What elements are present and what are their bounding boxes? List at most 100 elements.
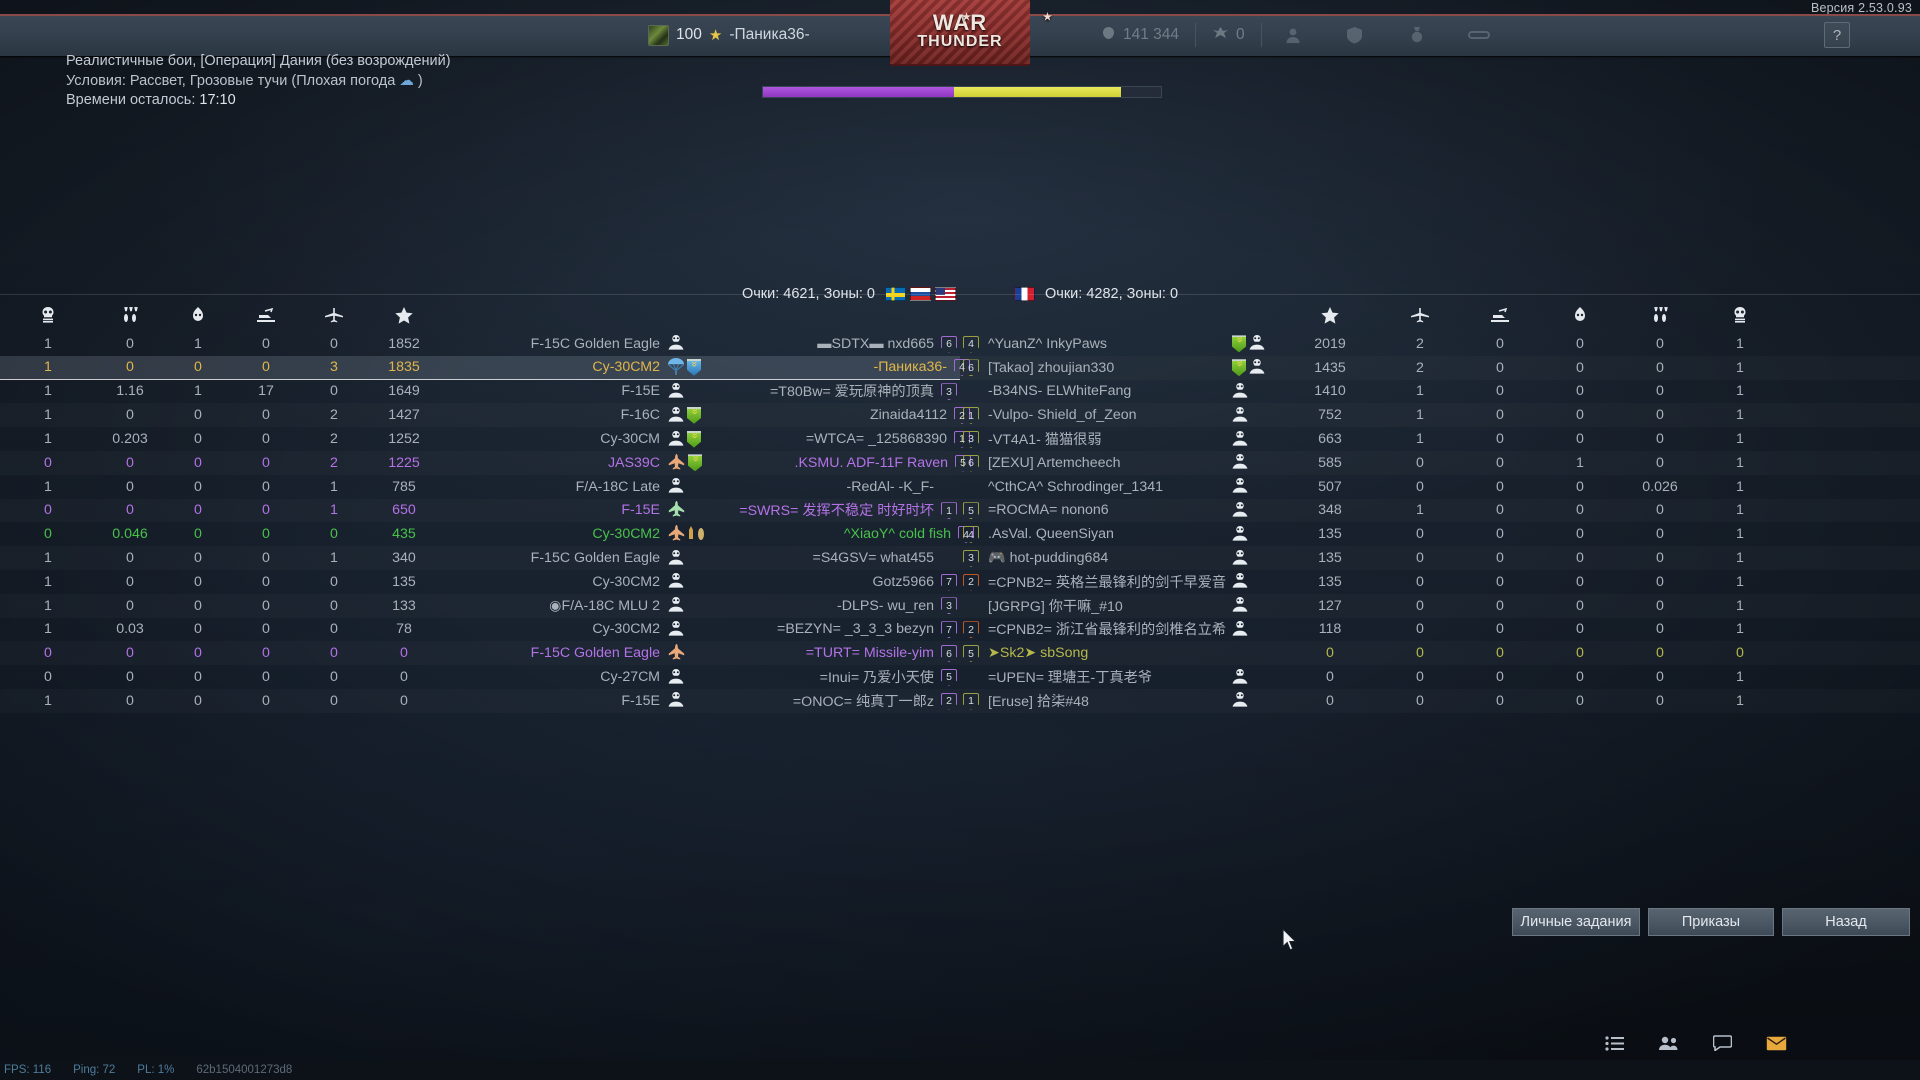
cell-player-name[interactable]: =ROCMA= nonon6 (988, 502, 1109, 519)
players-icon[interactable] (1658, 1036, 1679, 1056)
table-row[interactable]: 1 -Vulpo- Shield_of_Zeon 752 1 0 0 0 1 (960, 403, 1920, 427)
shield-slot-icon[interactable] (1324, 14, 1386, 56)
cell-player-name[interactable]: Gotz5966 (872, 573, 934, 590)
cell-vehicle: Су-27СМ (600, 669, 660, 686)
table-row[interactable]: 0 0.046 0 0 0 435 Су-30СМ2 ^XiaoY^ cold fish 4 (0, 522, 974, 546)
cell-player-name[interactable]: =S4GSV= what455 (812, 550, 934, 567)
cell-vehicle: F/A-18C Late (575, 478, 660, 495)
table-row[interactable]: ^CthCA^ Schrodinger_1341 507 0 0 0 0.026 1 (960, 475, 1920, 499)
table-row[interactable]: [JGRPG] 你干嘛_#10 127 0 0 0 0 1 (960, 594, 1920, 618)
table-row[interactable]: 1 0.03 0 0 0 78 Су-30СМ2 =BEZYN= _3_3_3 bezyn 7 (0, 618, 960, 642)
table-row[interactable]: 6 [ZEXU] Artemcheech 585 0 0 1 0 1 (960, 451, 1920, 475)
cell-player-name[interactable]: ^CthCA^ Schrodinger_1341 (988, 478, 1163, 495)
table-row[interactable]: 4 ^YuanZ^ InkyPaws 2019 2 0 0 0 1 (960, 332, 1920, 356)
eagle-icon (1212, 26, 1229, 44)
cell-player-name[interactable]: [Takao] zhoujian330 (988, 359, 1115, 376)
cell-player-name[interactable]: ^XiaoY^ cold fish (843, 526, 951, 543)
table-row[interactable]: 1 0 0 0 1 785 F/A-18C Late -RedAl- -K_F- (0, 475, 960, 499)
table-row[interactable]: -B34NS- ELWhiteFang 1410 1 0 0 0 1 (960, 380, 1920, 404)
silver-lions[interactable]: 141 344 (1085, 26, 1195, 45)
cell-player-name[interactable]: =TURT= Missile-yim (805, 645, 934, 662)
table-row[interactable]: 1 0 0 0 2 1427 F-16C Zinaida4112 2 (0, 403, 970, 427)
table-row[interactable]: 1 0 0 0 1 340 F-15C Golden Eagle =S4GSV= what45… (0, 546, 960, 570)
cell-air-kills: 0 (1416, 550, 1424, 567)
cell-player-name[interactable]: -RedAl- -K_F- (846, 478, 934, 495)
table-row[interactable]: 2 =CPNB2= 浙江省最锋利的剑椎名立希 118 0 0 0 0 1 (960, 618, 1920, 642)
cell-player-name[interactable]: =ONOC= 纯真丁一郎z (792, 693, 934, 710)
cell-player-name[interactable]: -VT4A1- 猫猫很弱 (988, 432, 1102, 449)
table-row[interactable]: 1 0 0 0 0 0 F-15E =ONOC= 纯真丁一郎z 2 (0, 689, 960, 713)
table-row[interactable]: 1 [Eruse] 拾柒#48 0 0 0 0 0 1 (960, 689, 1920, 713)
table-row[interactable]: 4 .AsVal. QueenSiyan 135 0 0 0 0 1 (960, 522, 1920, 546)
cell-player-name[interactable]: =WTCA= _125868390 (805, 431, 947, 448)
help-button[interactable]: ? (1824, 22, 1850, 48)
table-row[interactable]: 1 0 0 0 0 135 Су-30СМ2 Gotz5966 7 (0, 570, 960, 594)
cell-player-name[interactable]: ^YuanZ^ InkyPaws (988, 335, 1107, 352)
packet-loss-label: PL: 1% (137, 1064, 175, 1076)
cell-score: 507 (1318, 478, 1342, 495)
cell-player-name[interactable]: =CPNB2= 浙江省最锋利的剑椎名立希 (988, 622, 1227, 639)
cell-player-name[interactable]: ➤Sk2➤ sbSong (988, 645, 1089, 662)
cell-flames: 0 (1576, 645, 1584, 662)
cell-player-name[interactable]: 🎮 hot-pudding684 (988, 550, 1109, 567)
cell-player-name[interactable]: [Eruse] 拾柒#48 (988, 693, 1089, 710)
table-row[interactable]: 0 0 0 0 1 650 F-15E =SWRS= 发挥不稳定 时好时坏 1 (0, 499, 960, 523)
cell-player-name[interactable]: -Паника36- (873, 359, 948, 376)
table-row[interactable]: 0 0 0 0 0 0 Су-27СМ =Inui= 乃爱小天使 5 (0, 665, 960, 689)
team-a-table[interactable]: 1 0 1 0 0 1852 F-15C Golden Eagle ▬SDTX▬ nxd665… (0, 332, 974, 713)
avatar[interactable] (648, 24, 669, 46)
footer-icon-bar[interactable] (1605, 1035, 1787, 1056)
cell-player-name[interactable]: =BEZYN= _3_3_3 bezyn (777, 621, 934, 638)
table-row[interactable]: =UPEN= 理塘王-丁真老爷 0 0 0 0 0 1 (960, 665, 1920, 689)
table-row[interactable]: 3 🎮 hot-pudding684 135 0 0 0 0 1 (960, 546, 1920, 570)
medal-slot-icon[interactable] (1386, 14, 1448, 56)
cell-player-name[interactable]: Zinaida4112 (869, 407, 947, 424)
cell-player-name[interactable]: =Inui= 乃爱小天使 (819, 670, 934, 687)
table-row[interactable]: 1 0 1 0 0 1852 F-15C Golden Eagle ▬SDTX▬ nxd665… (0, 332, 960, 356)
table-row[interactable]: 6 [Takao] zhoujian330 1435 2 0 0 0 1 (960, 356, 1920, 380)
table-row[interactable]: 2 =CPNB2= 英格兰最锋利的剑千早爱音 135 0 0 0 0 1 (960, 570, 1920, 594)
cell-player-name[interactable]: =SWRS= 发挥不稳定 时好时坏 (739, 503, 934, 520)
row-status-icons (668, 430, 701, 448)
cell-player-name[interactable]: [JGRPG] 你干嘛_#10 (988, 598, 1123, 615)
rank-badge-green-icon (687, 407, 701, 424)
cell-player-name[interactable]: [ZEXU] Artemcheech (988, 454, 1121, 471)
table-row[interactable]: 1 0.203 0 0 2 1252 Су-30СМ =WTCA= _125868390 1 (0, 427, 970, 451)
cell-player-name[interactable]: -Vulpo- Shield_of_Zeon (988, 407, 1137, 424)
chat-icon[interactable] (1712, 1035, 1733, 1056)
cell-player-name[interactable]: ▬SDTX▬ nxd665 (817, 335, 934, 352)
cell-player-name[interactable]: =T80Bw= 爱玩原神的顶真 (770, 384, 934, 401)
table-row[interactable]: 3 -VT4A1- 猫猫很弱 663 1 0 0 0 1 (960, 427, 1920, 451)
golden-eagles[interactable]: 0 (1196, 26, 1261, 44)
table-row[interactable]: 1 1.16 1 17 0 1649 F-15E =T80Bw= 爱玩原神的顶真 3 (0, 380, 960, 404)
back-button[interactable]: Назад (1782, 908, 1910, 936)
cell-player-name[interactable]: -B34NS- ELWhiteFang (988, 383, 1132, 400)
team-b-table[interactable]: 4 ^YuanZ^ InkyPaws 2019 2 0 0 0 1 6 [Takao] zhouj… (960, 332, 1920, 713)
cell-bombs: 0 (126, 597, 134, 614)
table-row[interactable]: 1 0 0 0 3 1835 Су-30СМ2 -Паника36- 4 (0, 355, 970, 380)
cell-flames: 0 (1576, 573, 1584, 590)
cell-air-kills: 1 (1416, 407, 1424, 424)
cell-player-name[interactable]: -DLPS- wu_ren (837, 597, 934, 614)
personal-tasks-button[interactable]: Личные задания (1512, 908, 1640, 936)
player-summary[interactable]: 100 ★ -Паника36- (648, 14, 810, 56)
cell-player-name[interactable]: .AsVal. QueenSiyan (988, 526, 1114, 543)
cell-player-name[interactable]: .KSMU. ADF-11F Raven (794, 454, 948, 471)
table-row[interactable]: 5 =ROCMA= nonon6 348 1 0 0 0 1 (960, 499, 1920, 523)
cell-player-name[interactable]: =UPEN= 理塘王-丁真老爷 (988, 670, 1152, 687)
orders-button[interactable]: Приказы (1648, 908, 1774, 936)
table-row[interactable]: 1 0 0 0 0 133 ◉F/A-18C MLU 2 -DLPS- wu_ren 3 (0, 594, 960, 618)
cell-bombs: 0 (126, 335, 134, 352)
link-slot-icon[interactable] (1448, 14, 1510, 56)
pilot-icon (1232, 668, 1248, 686)
row-status-icons (1232, 382, 1280, 400)
cell-player-name[interactable]: =CPNB2= 英格兰最锋利的剑千早爱音 (988, 574, 1227, 591)
table-row[interactable]: 5 ➤Sk2➤ sbSong 0 0 0 0 0 0 (960, 641, 1920, 665)
list-icon[interactable] (1605, 1035, 1624, 1056)
crew-slot-icon[interactable] (1262, 14, 1324, 56)
mail-icon[interactable] (1766, 1036, 1787, 1056)
table-row[interactable]: 0 0 0 0 0 0 F-15C Golden Eagle =TURT= Missile-y… (0, 641, 960, 665)
squad-badge: 4 (954, 358, 970, 376)
cell-air-kills: 1 (1416, 502, 1424, 519)
